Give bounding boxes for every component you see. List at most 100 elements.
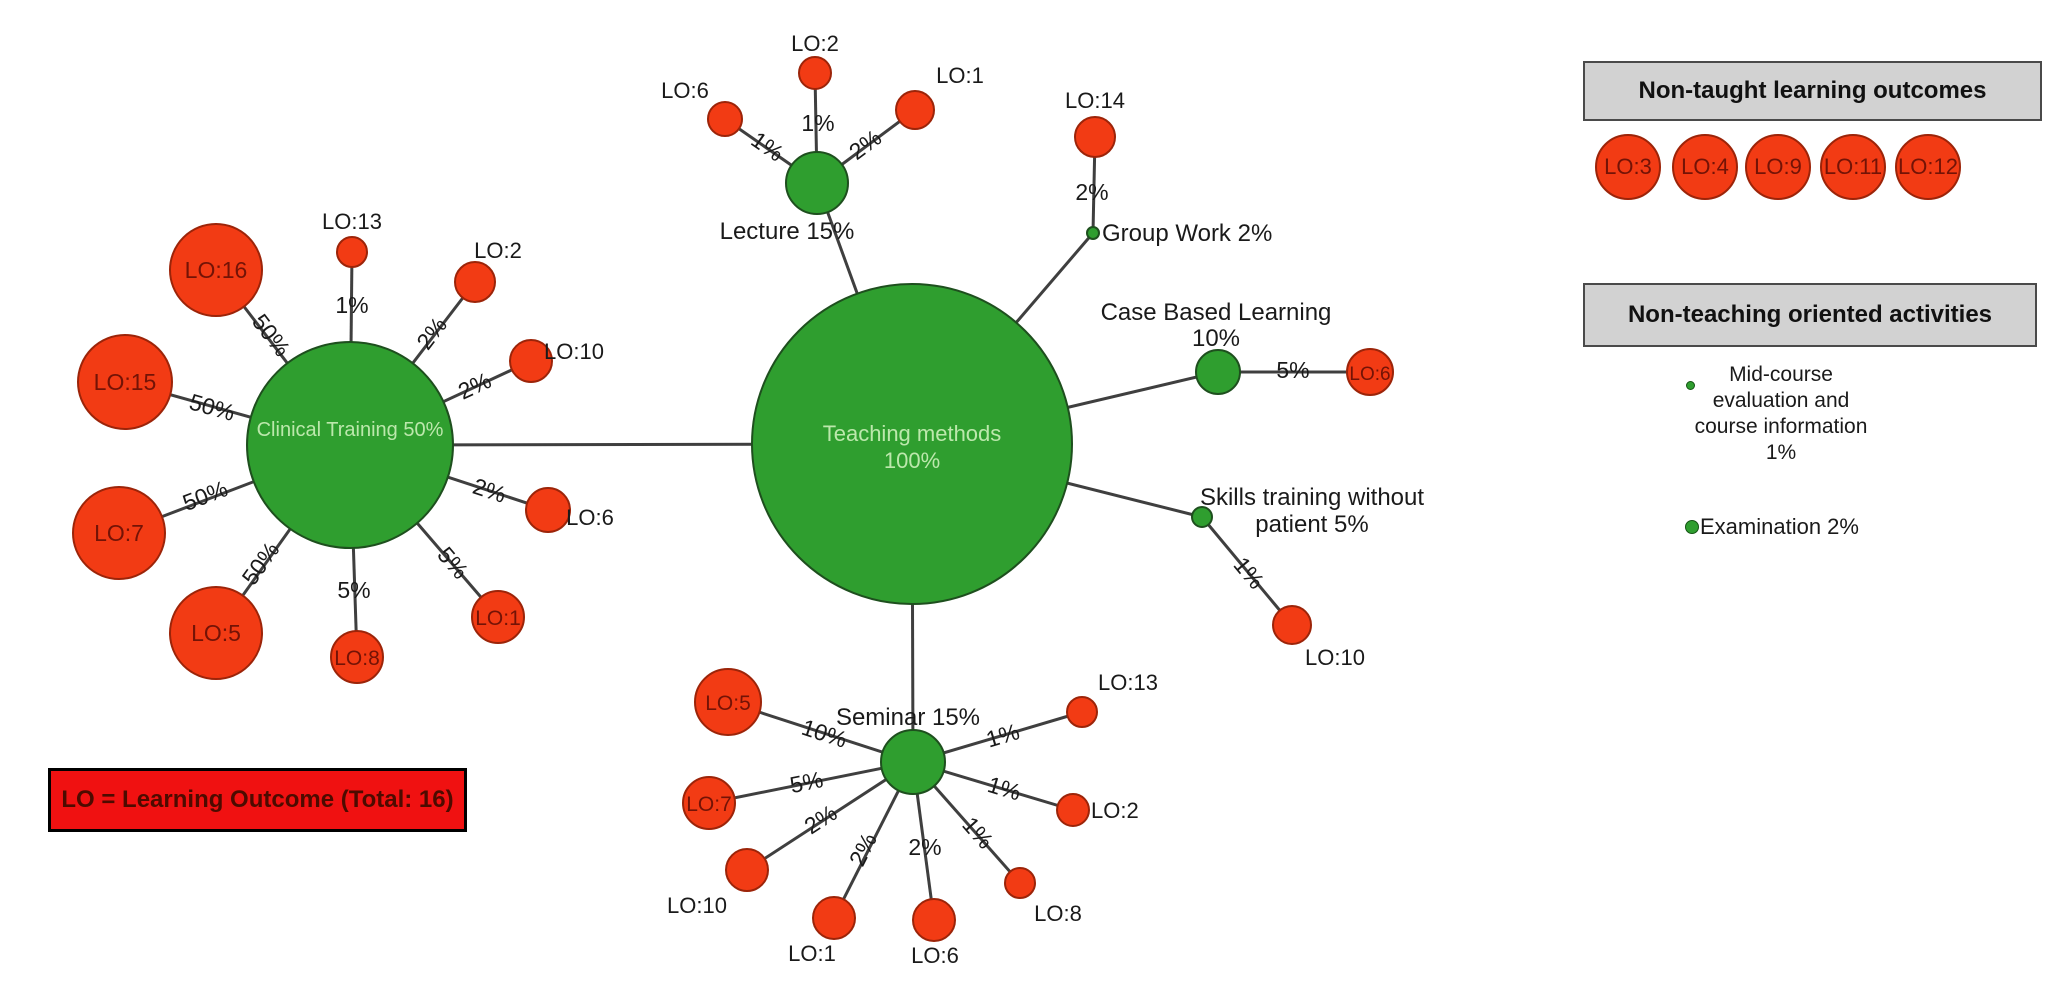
examination-dot-icon xyxy=(1685,520,1699,534)
edge-label-clinical-lo15_ct: 50% xyxy=(186,389,237,426)
node-lo1_ct-circle xyxy=(471,590,525,644)
node-lo10_sem-ext-label-0: LO:10 xyxy=(667,893,727,918)
node-lo8_sem-circle xyxy=(1004,867,1036,899)
node-lo6_ct-ext-label-0: LO:6 xyxy=(566,505,614,530)
panel-outcome-lo3: LO:3 xyxy=(1595,134,1661,200)
node-lo13_ct-ext-label-0: LO:13 xyxy=(322,209,382,234)
edge-label-lecture-lo2_lec: 1% xyxy=(801,110,834,136)
edge-label-clinical-lo16_ct: 50% xyxy=(247,309,296,361)
node-skills-ext-label-1: patient 5% xyxy=(1255,511,1368,538)
examination-label: Examination 2% xyxy=(1700,514,1859,539)
midcourse-label: Mid-course evaluation and course informa… xyxy=(1631,362,1931,466)
edge-label-clinical-lo7_ct: 50% xyxy=(179,475,231,516)
node-lo2_ct-ext-label-0: LO:2 xyxy=(474,238,522,263)
legend-box: LO = Learning Outcome (Total: 16) xyxy=(48,768,467,832)
edge-skills-lo10_sk xyxy=(1200,516,1294,626)
edge-label-clinical-lo10_ct: 2% xyxy=(454,367,495,405)
node-lo15_ct-circle xyxy=(77,334,173,430)
node-seminar-circle xyxy=(880,729,946,795)
node-lo16_ct-circle xyxy=(169,223,263,317)
node-lo6_lec-ext-label-0: LO:6 xyxy=(661,78,709,103)
edge-label-clinical-lo13_ct: 1% xyxy=(335,292,368,318)
legend-label: LO = Learning Outcome (Total: 16) xyxy=(61,786,454,813)
node-lo2_ct-circle xyxy=(454,261,496,303)
edge-label-seminar-lo2_sem: 1% xyxy=(985,771,1024,805)
node-lo2_lec-circle xyxy=(798,56,832,90)
node-groupwork-circle xyxy=(1086,226,1100,240)
node-lo5_sem-circle xyxy=(694,668,762,736)
node-cbl-circle xyxy=(1195,349,1241,395)
node-lo13_sem-ext-label-0: LO:13 xyxy=(1098,670,1158,695)
panel-non-taught-title: Non-taught learning outcomes xyxy=(1638,77,1987,104)
edge-label-seminar-lo6_sem: 2% xyxy=(908,834,941,860)
node-skills-circle xyxy=(1191,506,1213,528)
node-lo13_sem-circle xyxy=(1066,696,1098,728)
node-lo7_ct-circle xyxy=(72,486,166,580)
node-lo6_cbl-label-0: LO:6 xyxy=(1349,364,1390,385)
panel-outcome-lo9: LO:9 xyxy=(1745,134,1811,200)
midcourse-line-4: 1% xyxy=(1765,441,1797,464)
edge-label-clinical-lo6_ct: 2% xyxy=(470,473,510,508)
node-lo6_cbl-circle xyxy=(1346,348,1394,396)
node-lo10_sk-ext-label-0: LO:10 xyxy=(1305,645,1365,670)
node-lecture-ext-label-0: Lecture 15% xyxy=(720,218,855,245)
node-lo1_ct-label-0: LO:1 xyxy=(475,607,521,630)
node-lo5_ct-circle xyxy=(169,586,263,680)
node-teaching-label-1: 100% xyxy=(884,448,940,473)
panel-non-teaching-header: Non-teaching oriented activities xyxy=(1583,283,2037,347)
midcourse-dot-icon xyxy=(1686,381,1695,390)
panel-non-taught-header: Non-taught learning outcomes xyxy=(1583,61,2042,121)
node-lo8_ct-label-0: LO:8 xyxy=(334,647,380,670)
node-lo16_ct-label-0: LO:16 xyxy=(185,257,248,283)
node-lo14_gw-ext-label-0: LO:14 xyxy=(1065,88,1125,113)
node-lo5_ct-label-0: LO:5 xyxy=(191,620,241,646)
node-lo1_sem-circle xyxy=(812,896,856,940)
node-lo5_sem-label-0: LO:5 xyxy=(705,692,751,715)
node-lo7_sem-label-0: LO:7 xyxy=(686,793,732,816)
panel-outcome-lo12: LO:12 xyxy=(1895,134,1961,200)
node-lecture-circle xyxy=(785,151,849,215)
node-lo14_gw-circle xyxy=(1074,116,1116,158)
node-lo1_sem-ext-label-0: LO:1 xyxy=(788,941,836,966)
midcourse-line-2: evaluation and xyxy=(1712,389,1850,412)
node-seminar-ext-label-0: Seminar 15% xyxy=(836,704,980,731)
node-lo6_sem-circle xyxy=(912,898,956,942)
node-lo8_sem-ext-label-0: LO:8 xyxy=(1034,901,1082,926)
node-lo6_lec-circle xyxy=(707,101,743,137)
node-lo7_sem-circle xyxy=(682,776,736,830)
panel-outcome-lo4: LO:4 xyxy=(1672,134,1738,200)
node-lo10_sem-circle xyxy=(725,848,769,892)
node-groupwork-ext-label-0: Group Work 2% xyxy=(1102,220,1272,247)
node-lo6_sem-ext-label-0: LO:6 xyxy=(911,943,959,968)
edge-label-cbl-lo6_cbl: 5% xyxy=(1276,357,1309,383)
node-cbl-ext-label-0: Case Based Learning xyxy=(1101,299,1332,326)
node-lo10_sk-circle xyxy=(1272,605,1312,645)
edge-label-groupwork-lo14_gw: 2% xyxy=(1075,179,1108,205)
node-clinical-circle xyxy=(246,341,454,549)
node-teaching-label-0: Teaching methods xyxy=(823,421,1002,446)
midcourse-line-3: course information xyxy=(1694,415,1868,438)
node-lo7_ct-label-0: LO:7 xyxy=(94,520,144,546)
node-lo15_ct-label-0: LO:15 xyxy=(94,369,157,395)
node-cbl-ext-label-1: 10% xyxy=(1192,325,1240,352)
node-lo10_ct-ext-label-0: LO:10 xyxy=(544,339,604,364)
edge-seminar-lo7_sem xyxy=(708,760,914,805)
node-lo10_ct-circle xyxy=(509,339,553,383)
node-lo6_ct-circle xyxy=(525,487,571,533)
panel-non-teaching-title: Non-teaching oriented activities xyxy=(1627,301,1993,328)
node-lo2_sem-ext-label-0: LO:2 xyxy=(1091,798,1139,823)
node-lo1_lec-ext-label-0: LO:1 xyxy=(936,63,984,88)
node-clinical-label-0: Clinical Training 50% xyxy=(257,419,444,441)
edge-seminar-lo10_sem xyxy=(746,760,914,872)
node-teaching-circle xyxy=(751,283,1073,605)
edge-label-seminar-lo7_sem: 5% xyxy=(788,766,826,798)
node-lo1_lec-circle xyxy=(895,90,935,130)
midcourse-line-1: Mid-course xyxy=(1729,363,1833,386)
edge-label-clinical-lo8_ct: 5% xyxy=(337,577,370,603)
node-lo2_lec-ext-label-0: LO:2 xyxy=(791,31,839,56)
node-lo8_ct-circle xyxy=(330,630,384,684)
node-lo2_sem-circle xyxy=(1056,793,1090,827)
panel-outcome-lo11: LO:11 xyxy=(1820,134,1886,200)
edge-label-seminar-lo13_sem: 1% xyxy=(983,718,1022,752)
